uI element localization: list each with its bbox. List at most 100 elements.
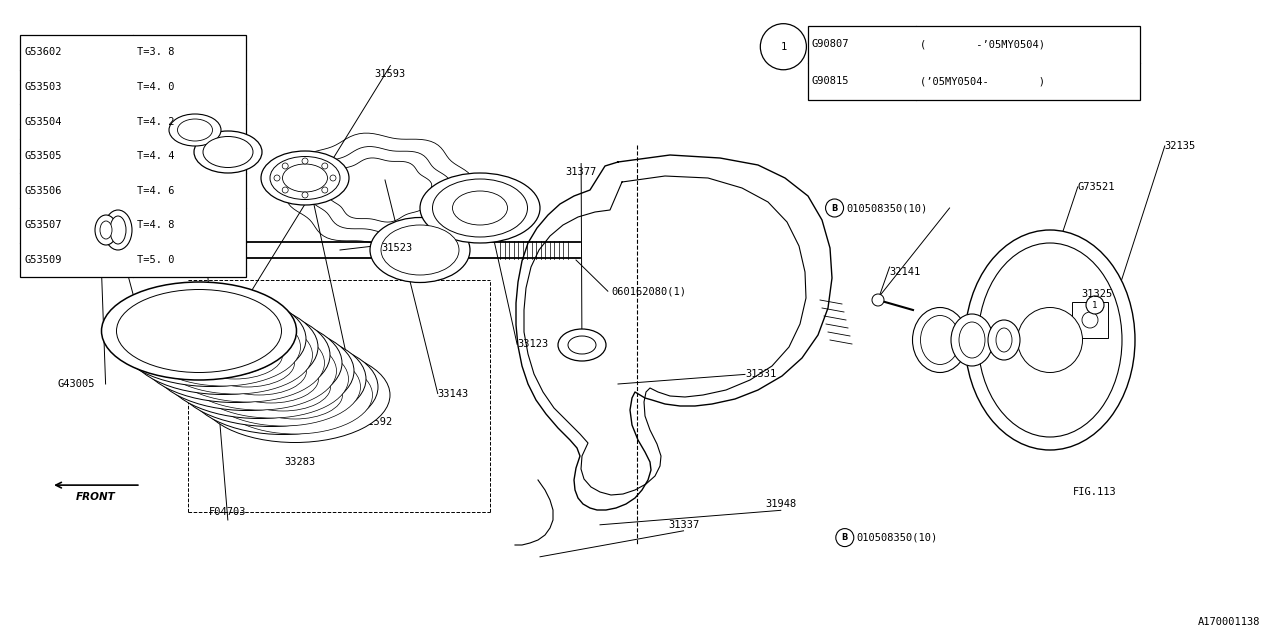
Ellipse shape — [283, 164, 328, 192]
Circle shape — [282, 163, 288, 169]
Text: G90815: G90815 — [812, 76, 849, 86]
Circle shape — [321, 187, 328, 193]
Ellipse shape — [558, 329, 605, 361]
Circle shape — [1085, 296, 1103, 314]
Ellipse shape — [164, 323, 355, 419]
Ellipse shape — [1018, 307, 1083, 372]
Ellipse shape — [965, 230, 1135, 450]
Ellipse shape — [872, 294, 884, 306]
Text: G53507: G53507 — [24, 220, 61, 230]
Circle shape — [302, 158, 308, 164]
Ellipse shape — [370, 218, 470, 282]
Text: G53602: G53602 — [24, 47, 61, 58]
Ellipse shape — [204, 136, 253, 168]
Text: 31325: 31325 — [1082, 289, 1112, 300]
Ellipse shape — [261, 151, 349, 205]
Ellipse shape — [101, 282, 297, 380]
Circle shape — [836, 529, 854, 547]
Ellipse shape — [151, 307, 247, 355]
Text: T=4. 2: T=4. 2 — [137, 116, 174, 127]
Text: T=4. 0: T=4. 0 — [137, 82, 174, 92]
Ellipse shape — [95, 215, 116, 245]
Ellipse shape — [200, 339, 294, 387]
Ellipse shape — [920, 316, 960, 365]
Text: (’05MY0504-        ): (’05MY0504- ) — [920, 76, 1046, 86]
Ellipse shape — [187, 331, 283, 379]
Text: 31377: 31377 — [566, 166, 596, 177]
Ellipse shape — [978, 243, 1123, 437]
Circle shape — [302, 192, 308, 198]
Text: A170001138: A170001138 — [1198, 617, 1260, 627]
Text: G53503: G53503 — [24, 82, 61, 92]
Text: G43005: G43005 — [58, 379, 95, 389]
Ellipse shape — [195, 131, 262, 173]
Ellipse shape — [178, 119, 212, 141]
Text: F04703: F04703 — [209, 507, 247, 517]
Ellipse shape — [988, 320, 1020, 360]
Ellipse shape — [211, 347, 306, 395]
Text: 31523: 31523 — [381, 243, 412, 253]
Ellipse shape — [164, 315, 259, 363]
Circle shape — [282, 187, 288, 193]
Text: G53506: G53506 — [24, 186, 61, 196]
Text: G90807: G90807 — [812, 39, 849, 49]
Ellipse shape — [224, 355, 319, 403]
Circle shape — [330, 175, 337, 181]
Ellipse shape — [157, 316, 312, 394]
Text: T=3. 8: T=3. 8 — [137, 47, 174, 58]
Ellipse shape — [381, 225, 460, 275]
Ellipse shape — [133, 300, 288, 378]
Text: T=4. 6: T=4. 6 — [137, 186, 174, 196]
Text: 31331: 31331 — [745, 369, 776, 380]
Text: T=5. 0: T=5. 0 — [137, 255, 174, 265]
Ellipse shape — [420, 173, 540, 243]
Text: 33123: 33123 — [517, 339, 548, 349]
Ellipse shape — [188, 339, 378, 435]
Ellipse shape — [913, 307, 968, 372]
Circle shape — [760, 24, 806, 70]
Text: 010508350(10): 010508350(10) — [856, 532, 938, 543]
Text: FRONT: FRONT — [76, 492, 116, 502]
Ellipse shape — [128, 300, 317, 394]
Ellipse shape — [236, 363, 330, 411]
Polygon shape — [1073, 302, 1108, 338]
Text: G53505: G53505 — [24, 151, 61, 161]
Ellipse shape — [152, 316, 342, 410]
Ellipse shape — [116, 289, 282, 372]
Ellipse shape — [100, 221, 113, 239]
Ellipse shape — [169, 114, 221, 146]
Text: T=4. 4: T=4. 4 — [137, 151, 174, 161]
Text: 33143: 33143 — [438, 388, 468, 399]
Ellipse shape — [116, 291, 306, 387]
Text: 31337: 31337 — [668, 520, 699, 530]
Text: 32141: 32141 — [890, 267, 920, 277]
Ellipse shape — [169, 324, 325, 402]
Text: B: B — [842, 533, 847, 542]
Ellipse shape — [104, 210, 132, 250]
Text: 060162080(1): 060162080(1) — [612, 286, 687, 296]
Ellipse shape — [175, 323, 270, 371]
Text: 32135: 32135 — [1165, 141, 1196, 151]
Text: 31592: 31592 — [361, 417, 392, 428]
Ellipse shape — [270, 157, 340, 200]
Ellipse shape — [200, 348, 390, 442]
Ellipse shape — [140, 307, 330, 403]
Text: G53509: G53509 — [24, 255, 61, 265]
Text: 1: 1 — [1092, 301, 1098, 310]
Ellipse shape — [122, 292, 276, 370]
Ellipse shape — [247, 371, 343, 419]
Text: 31593: 31593 — [375, 68, 406, 79]
Text: 33283: 33283 — [284, 457, 315, 467]
Text: G53504: G53504 — [24, 116, 61, 127]
Text: F10003: F10003 — [145, 337, 182, 348]
Ellipse shape — [110, 216, 125, 244]
Text: G73521: G73521 — [1078, 182, 1115, 192]
Ellipse shape — [218, 356, 372, 434]
Ellipse shape — [568, 336, 596, 354]
Text: 010508350(10): 010508350(10) — [846, 203, 928, 213]
Ellipse shape — [453, 191, 507, 225]
Ellipse shape — [182, 332, 337, 410]
Ellipse shape — [996, 328, 1012, 352]
Text: 31948: 31948 — [765, 499, 796, 509]
Ellipse shape — [951, 314, 993, 366]
